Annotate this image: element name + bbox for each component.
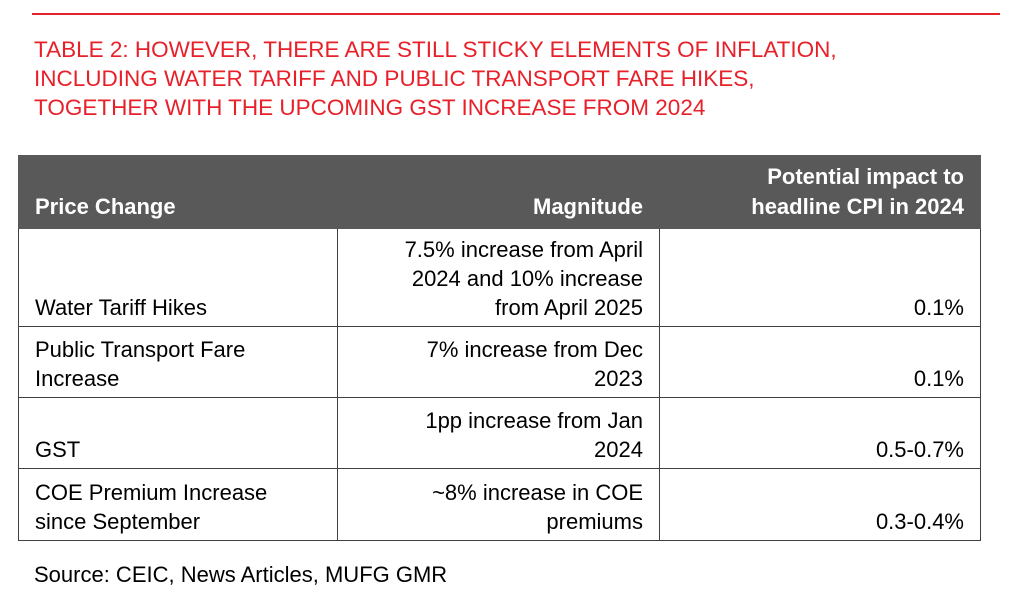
header-impact: Potential impact to headline CPI in 2024 [659,155,981,229]
table-header-row: Price Change Magnitude Potential impact … [18,155,981,229]
header-magnitude: Magnitude [337,155,660,229]
cell-line: COE Premium Increase [35,480,268,505]
cell-price-change: GST [18,397,338,469]
cell-line: premiums [546,509,643,534]
cell-impact: 0.1% [659,228,981,327]
cell-line: 1pp increase from Jan [425,408,643,433]
header-impact-line: headline CPI in 2024 [751,194,964,219]
cell-line: 2023 [594,366,643,391]
cell-line: 2024 and 10% increase [411,266,643,291]
cell-line: ~8% increase in COE [432,480,643,505]
title-line: INCLUDING WATER TARIFF AND PUBLIC TRANSP… [34,66,755,91]
cell-line: Water Tariff Hikes [35,295,207,320]
cell-line: Increase [35,366,120,391]
header-impact-line: Potential impact to [767,164,964,189]
source-note: Source: CEIC, News Articles, MUFG GMR [34,562,448,587]
title-line: TOGETHER WITH THE UPCOMING GST INCREASE … [34,95,706,120]
header-price-change: Price Change [18,155,338,229]
cell-line: since September [35,509,201,534]
top-red-rule [32,13,1000,15]
cell-magnitude: 7.5% increase from April 2024 and 10% in… [337,228,660,327]
cell-price-change: Water Tariff Hikes [18,228,338,327]
title-line: TABLE 2: HOWEVER, THERE ARE STILL STICKY… [34,37,837,62]
cell-impact: 0.5-0.7% [659,397,981,469]
cell-magnitude: ~8% increase in COE premiums [337,468,660,541]
cell-line: 7.5% increase from April [404,237,643,262]
cell-line: GST [35,437,81,462]
table-title: TABLE 2: HOWEVER, THERE ARE STILL STICKY… [34,35,994,122]
table-row: Water Tariff Hikes 7.5% increase from Ap… [18,228,981,327]
cell-magnitude: 7% increase from Dec 2023 [337,326,660,398]
price-change-table: Price Change Magnitude Potential impact … [18,155,981,541]
table-row: Public Transport Fare Increase 7% increa… [18,326,981,398]
cell-impact: 0.1% [659,326,981,398]
cell-price-change: COE Premium Increase since September [18,468,338,541]
cell-magnitude: 1pp increase from Jan 2024 [337,397,660,469]
cell-impact: 0.3-0.4% [659,468,981,541]
table-row: COE Premium Increase since September ~8%… [18,468,981,541]
cell-line: 2024 [594,437,643,462]
cell-price-change: Public Transport Fare Increase [18,326,338,398]
table-row: GST 1pp increase from Jan 2024 0.5-0.7% [18,397,981,469]
cell-line: Public Transport Fare [35,337,246,362]
cell-line: from April 2025 [495,295,643,320]
cell-line: 7% increase from Dec [426,337,643,362]
